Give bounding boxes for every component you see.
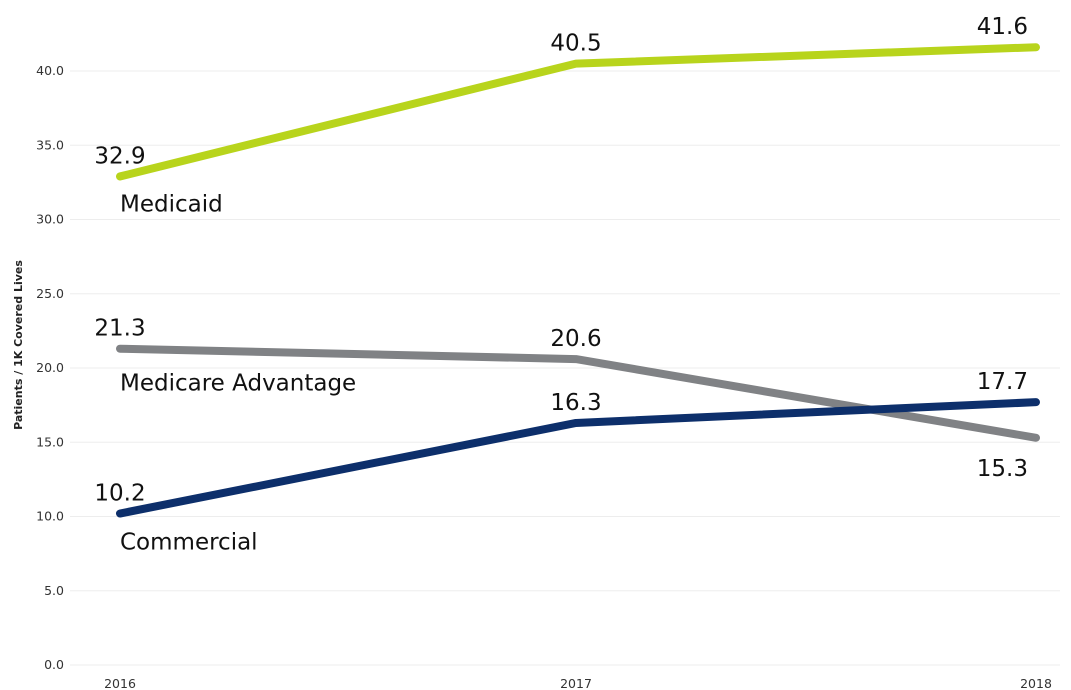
data-label: 32.9: [94, 143, 145, 169]
x-tick-labels: 2016 2017 2018: [104, 676, 1052, 690]
y-tick-label: 35.0: [36, 137, 64, 152]
y-tick-label: 10.0: [36, 509, 64, 524]
series-name-label: Commercial: [120, 530, 258, 556]
series-name-label: Medicare Advantage: [120, 371, 356, 397]
data-label: 41.6: [977, 14, 1028, 40]
data-label: 16.3: [550, 390, 601, 416]
series-line-medicaid: [116, 43, 1040, 181]
y-tick-label: 30.0: [36, 212, 64, 227]
data-label: 15.3: [977, 456, 1028, 482]
data-label: 21.3: [94, 316, 145, 342]
y-tick-label: 40.0: [36, 63, 64, 78]
x-tick-label: 2018: [1020, 676, 1052, 690]
x-tick-label: 2017: [560, 676, 592, 690]
y-tick-label: 0.0: [44, 657, 64, 672]
y-tick-label: 20.0: [36, 360, 64, 375]
grid-layer: [70, 70, 1060, 666]
y-tick-label: 5.0: [44, 583, 64, 598]
series-line-commercial: [116, 398, 1040, 518]
y-tick-label: 25.0: [36, 286, 64, 301]
series-layer: [116, 43, 1040, 518]
x-tick-label: 2016: [104, 676, 136, 690]
y-tick-labels: 0.0 5.0 10.0 15.0 20.0 25.0 30.0 35.0 40.0: [36, 63, 64, 672]
y-tick-label: 15.0: [36, 434, 64, 449]
y-axis-title: Patients / 1K Covered Lives: [12, 260, 25, 430]
series-name-label: Medicaid: [120, 191, 223, 217]
data-label: 17.7: [977, 369, 1028, 395]
data-label: 40.5: [550, 31, 601, 57]
data-label: 10.2: [94, 481, 145, 507]
data-label: 20.6: [550, 326, 601, 352]
data-labels: 32.9 40.5 41.6 Medicaid 21.3 20.6 15.3 Medicare…: [94, 14, 1028, 555]
